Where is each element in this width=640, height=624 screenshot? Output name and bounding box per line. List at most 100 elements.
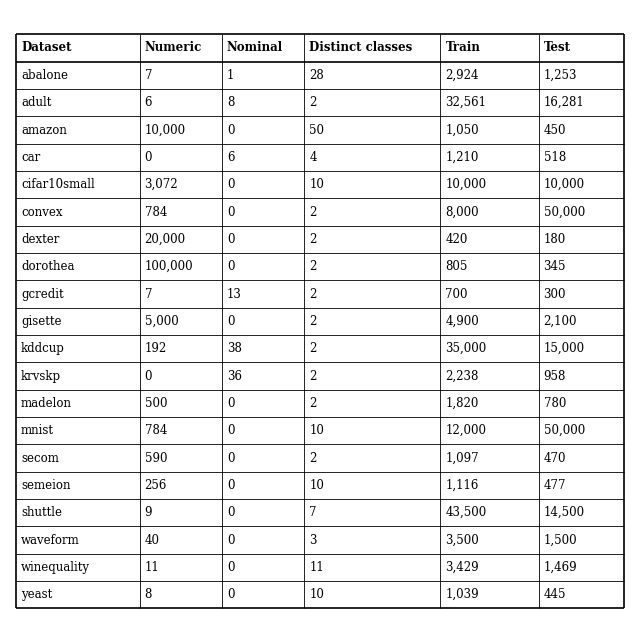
Text: 0: 0	[227, 233, 234, 246]
Text: 2,100: 2,100	[543, 315, 577, 328]
Text: 1: 1	[227, 69, 234, 82]
Text: semeion: semeion	[21, 479, 70, 492]
Text: 2: 2	[309, 233, 317, 246]
Text: convex: convex	[21, 205, 63, 218]
Text: 1,050: 1,050	[445, 124, 479, 137]
Text: 1,500: 1,500	[543, 534, 577, 547]
Text: 805: 805	[445, 260, 468, 273]
Text: 43,500: 43,500	[445, 506, 486, 519]
Text: 7: 7	[309, 506, 317, 519]
Text: 2: 2	[309, 288, 317, 301]
Text: 0: 0	[227, 315, 234, 328]
Text: adult: adult	[21, 96, 51, 109]
Text: gcredit: gcredit	[21, 288, 64, 301]
Text: shuttle: shuttle	[21, 506, 62, 519]
Text: 3,429: 3,429	[445, 561, 479, 574]
Text: 0: 0	[145, 369, 152, 383]
Text: 36: 36	[227, 369, 242, 383]
Text: 2: 2	[309, 369, 317, 383]
Text: 700: 700	[445, 288, 468, 301]
Text: abalone: abalone	[21, 69, 68, 82]
Text: 3: 3	[309, 534, 317, 547]
Text: 0: 0	[227, 534, 234, 547]
Text: 4: 4	[309, 151, 317, 164]
Text: cifar10small: cifar10small	[21, 178, 95, 191]
Text: 4,900: 4,900	[445, 315, 479, 328]
Text: 3,072: 3,072	[145, 178, 179, 191]
Text: 7: 7	[145, 288, 152, 301]
Text: 5,000: 5,000	[145, 315, 179, 328]
Text: 0: 0	[227, 588, 234, 602]
Text: 518: 518	[543, 151, 566, 164]
Text: 445: 445	[543, 588, 566, 602]
Text: 2: 2	[309, 205, 317, 218]
Text: 13: 13	[227, 288, 242, 301]
Text: 470: 470	[543, 452, 566, 464]
Text: 784: 784	[145, 424, 167, 437]
Text: 2: 2	[309, 397, 317, 410]
Text: 2,238: 2,238	[445, 369, 479, 383]
Text: 8,000: 8,000	[445, 205, 479, 218]
Text: 180: 180	[543, 233, 566, 246]
Text: gisette: gisette	[21, 315, 61, 328]
Text: 0: 0	[227, 452, 234, 464]
Text: 10,000: 10,000	[543, 178, 585, 191]
Text: 420: 420	[445, 233, 468, 246]
Text: 345: 345	[543, 260, 566, 273]
Text: 1,469: 1,469	[543, 561, 577, 574]
Text: kddcup: kddcup	[21, 342, 65, 355]
Text: 6: 6	[145, 96, 152, 109]
Text: 0: 0	[227, 260, 234, 273]
Text: 2: 2	[309, 342, 317, 355]
Text: 0: 0	[145, 151, 152, 164]
Text: 0: 0	[227, 479, 234, 492]
Text: 9: 9	[145, 506, 152, 519]
Text: 784: 784	[145, 205, 167, 218]
Text: 958: 958	[543, 369, 566, 383]
Text: 35,000: 35,000	[445, 342, 486, 355]
Text: dorothea: dorothea	[21, 260, 75, 273]
Text: 10,000: 10,000	[445, 178, 486, 191]
Text: 14,500: 14,500	[543, 506, 585, 519]
Text: 300: 300	[543, 288, 566, 301]
Text: Distinct classes: Distinct classes	[309, 41, 413, 54]
Text: 11: 11	[309, 561, 324, 574]
Text: 0: 0	[227, 397, 234, 410]
Text: 450: 450	[543, 124, 566, 137]
Text: 10: 10	[309, 588, 324, 602]
Text: 6: 6	[227, 151, 234, 164]
Text: 0: 0	[227, 424, 234, 437]
Text: 780: 780	[543, 397, 566, 410]
Text: 8: 8	[145, 588, 152, 602]
Text: 28: 28	[309, 69, 324, 82]
Text: 1,820: 1,820	[445, 397, 479, 410]
Text: 16,281: 16,281	[543, 96, 584, 109]
Text: 20,000: 20,000	[145, 233, 186, 246]
Text: 256: 256	[145, 479, 167, 492]
Text: 50,000: 50,000	[543, 424, 585, 437]
Text: 1,039: 1,039	[445, 588, 479, 602]
Text: secom: secom	[21, 452, 59, 464]
Text: 2: 2	[309, 96, 317, 109]
Text: 11: 11	[145, 561, 159, 574]
Text: Numeric: Numeric	[145, 41, 202, 54]
Text: mnist: mnist	[21, 424, 54, 437]
Text: 50,000: 50,000	[543, 205, 585, 218]
Text: 0: 0	[227, 506, 234, 519]
Text: 2,924: 2,924	[445, 69, 479, 82]
Text: 192: 192	[145, 342, 167, 355]
Text: dexter: dexter	[21, 233, 60, 246]
Text: 2: 2	[309, 315, 317, 328]
Text: 477: 477	[543, 479, 566, 492]
Text: 590: 590	[145, 452, 167, 464]
Text: 1,253: 1,253	[543, 69, 577, 82]
Text: 0: 0	[227, 124, 234, 137]
Text: Dataset: Dataset	[21, 41, 72, 54]
Text: 38: 38	[227, 342, 242, 355]
Text: 3,500: 3,500	[445, 534, 479, 547]
Text: amazon: amazon	[21, 124, 67, 137]
Text: krvskp: krvskp	[21, 369, 61, 383]
Text: 10,000: 10,000	[145, 124, 186, 137]
Text: yeast: yeast	[21, 588, 52, 602]
Text: 1,116: 1,116	[445, 479, 479, 492]
